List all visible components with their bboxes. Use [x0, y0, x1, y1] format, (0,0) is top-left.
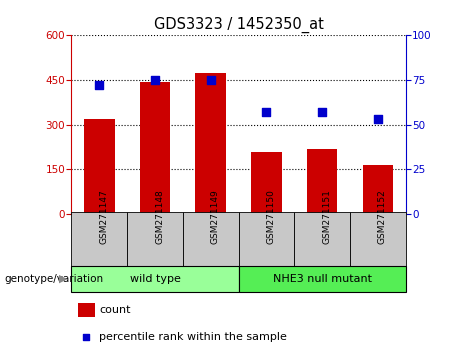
Bar — [183, 212, 238, 267]
Bar — [78, 303, 95, 317]
Text: NHE3 null mutant: NHE3 null mutant — [272, 274, 372, 284]
Bar — [71, 266, 239, 292]
Bar — [350, 212, 406, 267]
Text: GSM271148: GSM271148 — [155, 189, 164, 244]
Point — [151, 77, 159, 83]
Bar — [84, 119, 115, 214]
Text: ▶: ▶ — [59, 274, 68, 284]
Text: percentile rank within the sample: percentile rank within the sample — [99, 332, 287, 342]
Bar — [127, 212, 183, 267]
Text: GSM271150: GSM271150 — [266, 189, 275, 244]
Bar — [238, 266, 406, 292]
Bar — [294, 212, 350, 267]
Text: count: count — [99, 305, 130, 315]
Point — [319, 109, 326, 115]
Text: GSM271151: GSM271151 — [322, 189, 331, 244]
Bar — [195, 73, 226, 214]
Text: genotype/variation: genotype/variation — [5, 274, 104, 284]
Text: GSM271149: GSM271149 — [211, 189, 220, 244]
Bar — [140, 81, 170, 214]
Text: GSM271147: GSM271147 — [99, 189, 108, 244]
Text: GSM271152: GSM271152 — [378, 189, 387, 244]
Point — [95, 82, 103, 88]
Point — [207, 77, 214, 83]
Point — [263, 109, 270, 115]
Bar — [307, 149, 337, 214]
Title: GDS3323 / 1452350_at: GDS3323 / 1452350_at — [154, 16, 324, 33]
Bar — [251, 152, 282, 214]
Bar — [362, 165, 393, 214]
Point — [374, 116, 382, 122]
Text: wild type: wild type — [130, 274, 180, 284]
Bar — [71, 212, 127, 267]
Bar — [238, 212, 294, 267]
